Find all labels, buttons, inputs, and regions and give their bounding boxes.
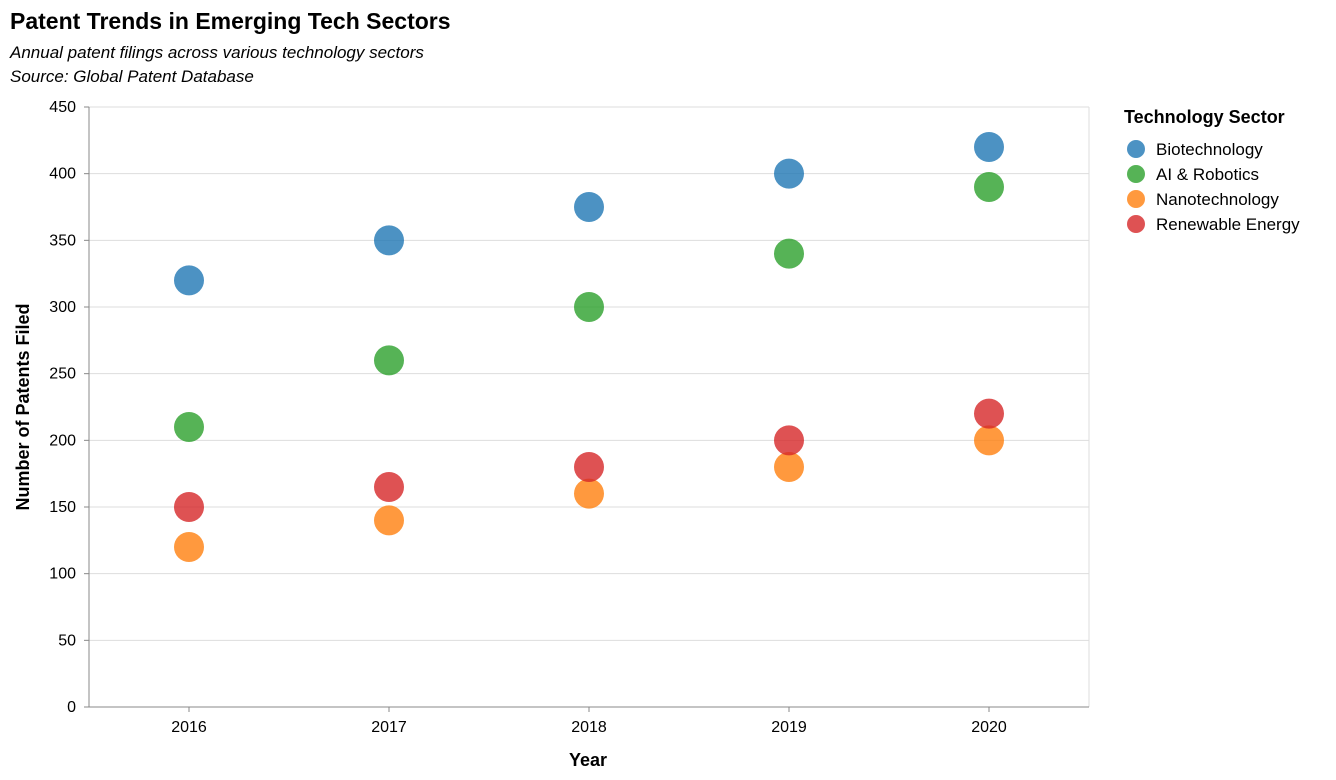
data-point-biotechnology[interactable] — [574, 192, 604, 222]
chart-subtitle-line-1: Annual patent filings across various tec… — [9, 43, 424, 62]
legend-swatch — [1127, 215, 1145, 233]
data-point-nanotechnology[interactable] — [374, 505, 404, 536]
x-tick-label: 2019 — [771, 719, 807, 736]
x-tick-label: 2020 — [971, 719, 1007, 736]
y-tick-label: 450 — [49, 99, 76, 116]
legend-swatch — [1127, 140, 1145, 158]
x-tick-label: 2018 — [571, 719, 607, 736]
legend-swatch — [1127, 165, 1145, 183]
data-point-renewable-energy[interactable] — [374, 472, 404, 502]
data-point-ai-robotics[interactable] — [374, 345, 404, 376]
legend: Technology Sector Biotechnology AI & Robo… — [1124, 107, 1300, 234]
y-tick-label: 400 — [49, 166, 76, 183]
x-tick-label: 2017 — [371, 719, 407, 736]
data-point-biotechnology[interactable] — [974, 132, 1004, 162]
legend-label: AI & Robotics — [1156, 165, 1259, 184]
y-axis-title: Number of Patents Filed — [13, 303, 33, 510]
axes: 0 50 100 150 200 250 300 350 400 450 2016 2017 2018 2… — [49, 99, 1089, 736]
y-tick-label: 100 — [49, 566, 76, 583]
data-point-nanotechnology[interactable] — [574, 478, 604, 509]
data-point-ai-robotics[interactable] — [574, 292, 604, 322]
legend-items: Biotechnology AI & Robotics Nanotechnology… — [1127, 140, 1300, 234]
y-tick-label: 250 — [49, 366, 76, 383]
chart-title: Patent Trends in Emerging Tech Sectors — [10, 8, 451, 34]
legend-label: Renewable Energy — [1156, 215, 1300, 234]
data-point-ai-robotics[interactable] — [774, 238, 804, 269]
data-point-renewable-energy[interactable] — [174, 492, 204, 522]
legend-title: Technology Sector — [1124, 107, 1285, 127]
data-point-nanotechnology[interactable] — [974, 425, 1004, 456]
gridlines — [89, 106, 1090, 708]
legend-swatch — [1127, 190, 1145, 208]
data-point-renewable-energy[interactable] — [574, 452, 604, 482]
data-points — [174, 132, 1004, 562]
data-point-renewable-energy[interactable] — [774, 425, 804, 456]
data-point-ai-robotics[interactable] — [174, 412, 204, 442]
data-point-biotechnology[interactable] — [174, 265, 204, 296]
y-tick-label: 350 — [49, 232, 76, 249]
y-tick-label: 300 — [49, 299, 76, 316]
y-tick-label: 0 — [67, 699, 76, 716]
x-tick-label: 2016 — [171, 719, 207, 736]
data-point-nanotechnology[interactable] — [174, 532, 204, 562]
y-tick-label: 50 — [58, 632, 76, 649]
data-point-biotechnology[interactable] — [374, 225, 404, 256]
y-tick-label: 150 — [49, 499, 76, 516]
data-point-renewable-energy[interactable] — [974, 398, 1004, 429]
data-point-nanotechnology[interactable] — [774, 452, 804, 482]
legend-label: Biotechnology — [1156, 140, 1263, 159]
legend-label: Nanotechnology — [1156, 190, 1279, 209]
data-point-ai-robotics[interactable] — [974, 172, 1004, 202]
data-point-biotechnology[interactable] — [774, 158, 804, 189]
x-axis-title: Year — [569, 750, 607, 770]
y-tick-label: 200 — [49, 432, 76, 449]
chart-subtitle-line-2: Source: Global Patent Database — [10, 67, 254, 86]
